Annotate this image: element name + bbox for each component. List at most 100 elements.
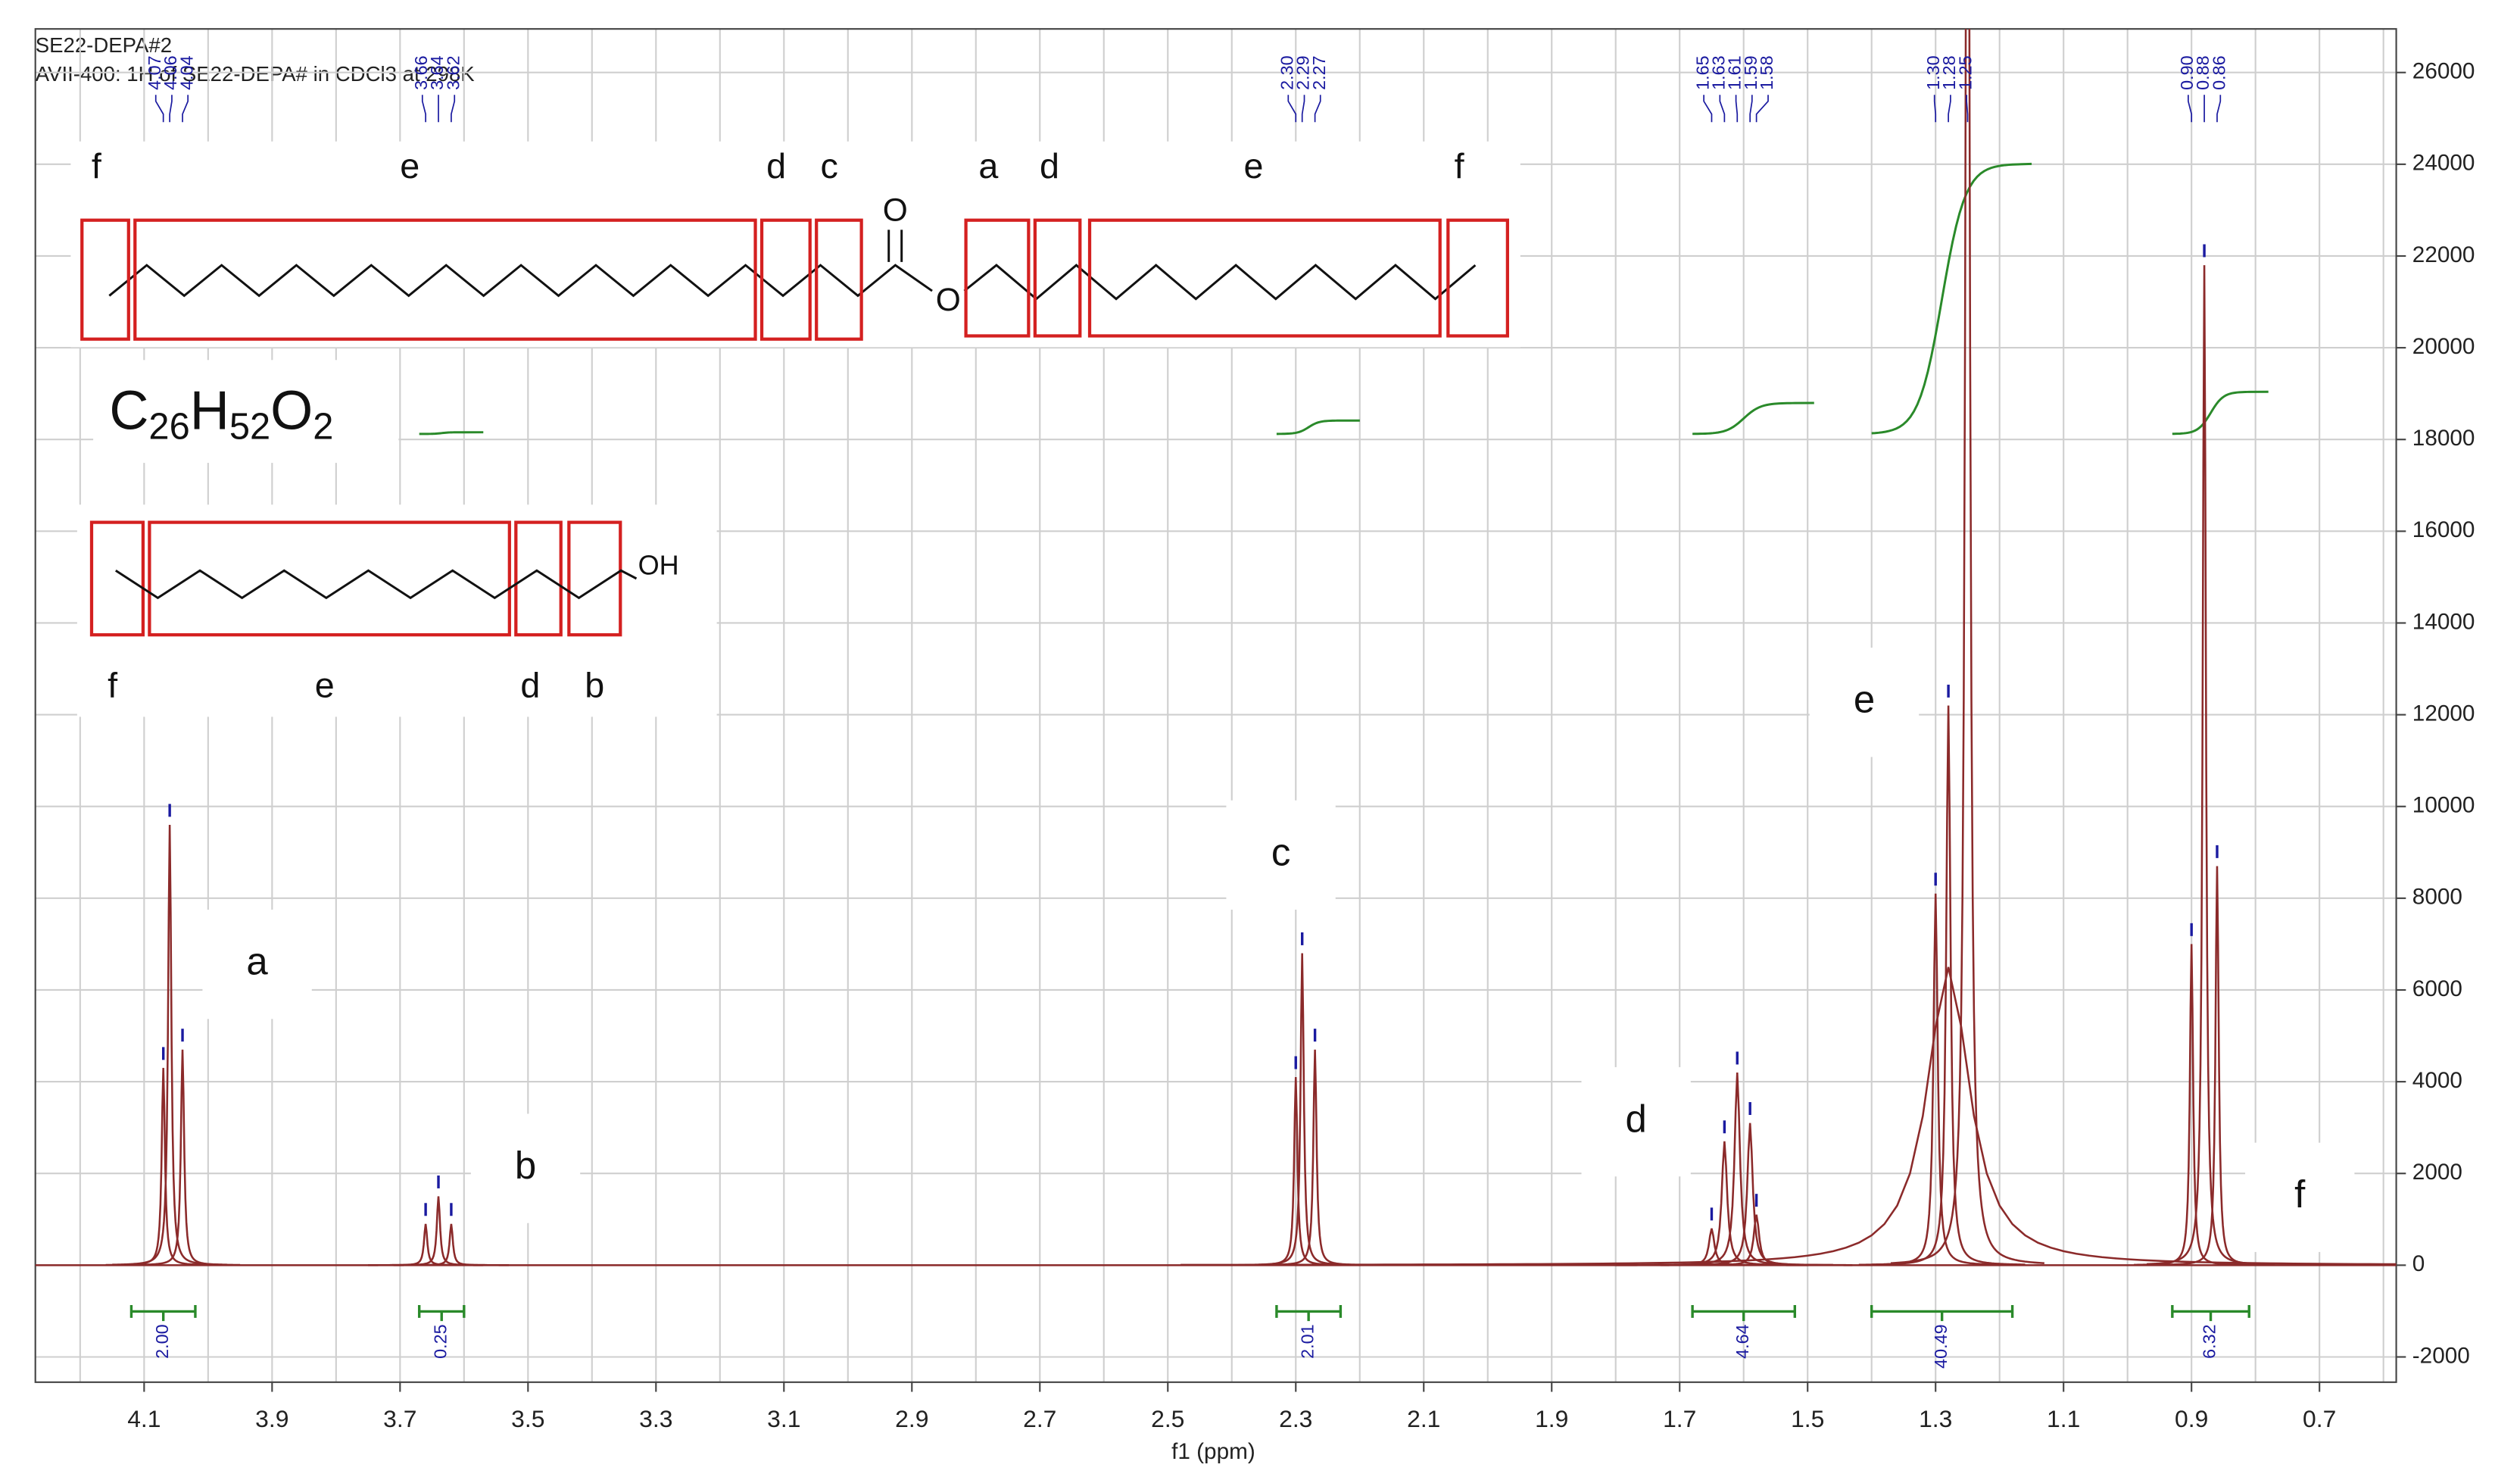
peak-label: 3.66	[411, 55, 431, 89]
x-tick-label: 1.3	[1919, 1405, 1952, 1432]
structure-label: d	[766, 146, 786, 186]
x-tick-label: 2.1	[1407, 1405, 1440, 1432]
peak-label: 1.61	[1725, 55, 1745, 89]
integral-curve	[1692, 401, 1814, 436]
atom-label: O	[936, 282, 961, 317]
structure-box	[133, 218, 757, 341]
structure-label: e	[315, 665, 335, 704]
chart-subtitle: AVII-400: 1H of SE22-DEPA# in CDCl3 at 2…	[36, 62, 476, 86]
x-tick-label: 2.3	[1279, 1405, 1312, 1432]
atom-label: O	[883, 192, 908, 227]
peak	[1660, 1214, 1853, 1266]
peak-label: 2.29	[1293, 55, 1313, 89]
peak-label-connector	[451, 95, 456, 123]
peak	[2159, 866, 2275, 1266]
y-tick-label: 18000	[2412, 426, 2475, 451]
peak-label: 1.28	[1939, 55, 1959, 89]
x-tick-label: 3.9	[255, 1405, 288, 1432]
y-tick-label: 14000	[2412, 609, 2475, 634]
peak	[1871, 705, 2026, 1266]
structure-box	[759, 218, 812, 341]
integral-bar	[1870, 1304, 2014, 1322]
peak-label: 0.88	[2193, 55, 2213, 89]
y-tick-label: 10000	[2412, 793, 2475, 818]
structure-box	[80, 218, 130, 341]
integral-label: 6.32	[2200, 1324, 2219, 1358]
formula-part: 52	[229, 406, 270, 447]
y-tick-label: 0	[2412, 1251, 2425, 1276]
x-tick-label: 3.5	[511, 1405, 544, 1432]
structure-label: a	[978, 146, 998, 186]
structure-bond	[108, 230, 1477, 301]
y-tick-label: 2000	[2412, 1160, 2462, 1185]
y-tick-label: 20000	[2412, 334, 2475, 359]
integral-curve	[1276, 419, 1360, 436]
structure-box	[1087, 218, 1442, 338]
structure-box	[514, 520, 563, 637]
peak-label-connector	[1933, 95, 1937, 123]
annotation-bg	[1809, 648, 1920, 757]
annotation-bg	[1226, 800, 1336, 910]
annotation-bg	[1581, 1066, 1691, 1177]
formula-part: 26	[148, 406, 189, 447]
integral-label: 0.25	[430, 1324, 450, 1358]
peak-label: 2.30	[1277, 55, 1296, 89]
integral-bar	[1275, 1304, 1343, 1322]
peak-label-connector	[1703, 95, 1713, 123]
formula-part: C	[109, 381, 148, 442]
x-tick-label: 2.7	[1023, 1405, 1056, 1432]
formula-part: H	[190, 381, 229, 442]
integral-label: 2.01	[1297, 1324, 1317, 1358]
integral-curve	[2172, 390, 2269, 436]
x-tick-label: 2.5	[1151, 1405, 1184, 1432]
integral-bar	[129, 1304, 197, 1322]
peak-label: 1.58	[1757, 55, 1776, 89]
y-tick-label: 6000	[2412, 976, 2462, 1001]
structure-box	[1446, 218, 1509, 338]
peak-label-connector	[154, 95, 164, 123]
structure-label: e	[400, 146, 419, 186]
structure-label: f	[92, 146, 102, 186]
broad-peak	[1180, 966, 2397, 1266]
annotation: c	[1271, 830, 1290, 873]
peak-label: 1.30	[1923, 55, 1943, 89]
chart-title: SE22-DEPA#2	[36, 33, 172, 57]
integral-label: 40.49	[1931, 1324, 1951, 1368]
annotation-bg	[470, 1113, 581, 1223]
peak-label-connector	[1301, 95, 1305, 123]
formula-part: 2	[313, 406, 333, 447]
peak-label-connector	[1314, 95, 1321, 123]
peak	[393, 1223, 509, 1266]
formula: C26H52O2	[109, 381, 333, 448]
integral-curve	[1871, 162, 2032, 435]
x-tick-label: 3.3	[639, 1405, 672, 1432]
x-axis-label: f1 (ppm)	[1171, 1439, 1255, 1464]
peak-label: 1.25	[1955, 55, 1975, 89]
peak-label: 2.27	[1309, 55, 1329, 89]
y-tick-label: 26000	[2412, 59, 2475, 84]
peak-label-connector	[421, 95, 426, 123]
structure-box	[567, 520, 622, 637]
y-tick-label: 4000	[2412, 1068, 2462, 1093]
y-tick-label: 24000	[2412, 151, 2475, 176]
x-tick-label: 3.1	[767, 1405, 800, 1432]
peak-label-connector	[1948, 95, 1951, 123]
annotation: a	[246, 940, 268, 983]
integral-bar	[2171, 1304, 2250, 1322]
y-tick-label: 22000	[2412, 242, 2475, 267]
peak	[1257, 1049, 1373, 1266]
structure-box	[815, 218, 863, 341]
annotation: e	[1854, 678, 1875, 721]
y-tick-label: 12000	[2412, 701, 2475, 726]
atom-label: OH	[638, 550, 679, 581]
peak-label: 1.65	[1692, 55, 1712, 89]
integral-bar	[417, 1304, 466, 1322]
structure-bg	[76, 504, 717, 717]
structure-bond	[115, 569, 638, 600]
annotation: b	[515, 1144, 536, 1187]
peak-label-connector	[182, 95, 189, 123]
plot-frame	[34, 28, 2397, 1383]
x-tick-label: 0.7	[2303, 1405, 2336, 1432]
